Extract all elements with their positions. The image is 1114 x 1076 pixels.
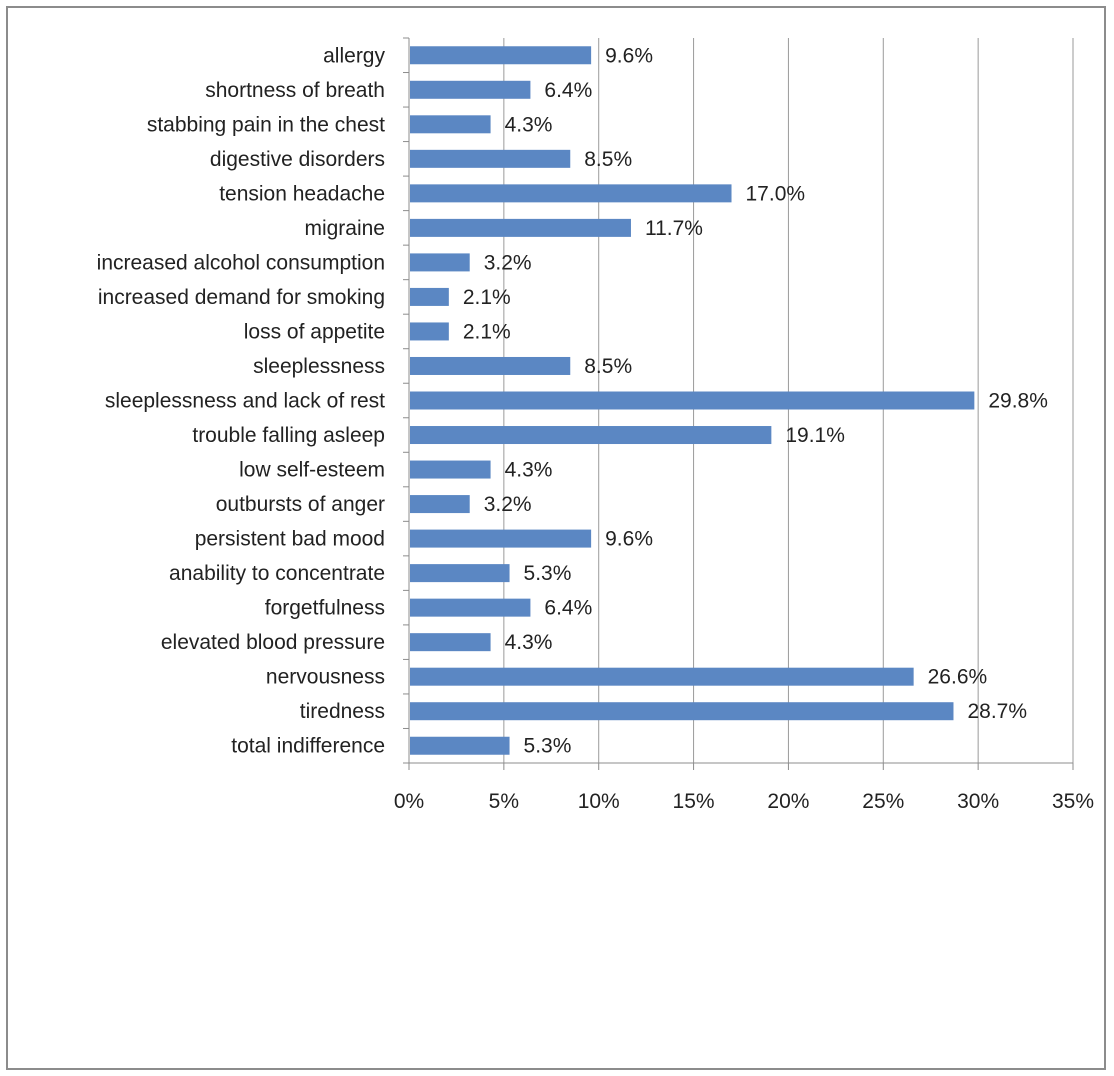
category-label: tension headache — [219, 182, 385, 205]
chart-frame: 0% 5% 10% 15% 20% 25% 30% 35% allergy 9.6% shortne… — [6, 6, 1106, 1070]
x-tick-label: 20% — [767, 790, 809, 813]
value-label: 8.5% — [584, 355, 632, 378]
value-label: 5.3% — [524, 562, 572, 585]
value-label: 6.4% — [544, 597, 592, 620]
category-label: low self-esteem — [239, 459, 385, 482]
category-label: total indifference — [231, 735, 385, 758]
bar — [410, 426, 772, 445]
value-label: 4.3% — [505, 113, 553, 136]
category-label: allergy — [323, 44, 385, 67]
bar — [410, 115, 491, 134]
category-label: stabbing pain in the chest — [147, 113, 385, 136]
bar — [410, 46, 592, 65]
value-label: 17.0% — [746, 182, 806, 205]
category-label: tiredness — [300, 700, 385, 723]
bar-chart: 0% 5% 10% 15% 20% 25% 30% 35% allergy 9.6% shortne… — [97, 37, 1094, 813]
x-tick-label: 30% — [957, 790, 999, 813]
bar — [410, 218, 631, 237]
bar — [410, 633, 491, 652]
category-label: loss of appetite — [244, 320, 385, 343]
bar — [410, 287, 449, 306]
x-tick-label: 5% — [489, 790, 519, 813]
labels: 0% 5% 10% 15% 20% 25% 30% 35% allergy 9.6% shortne… — [97, 44, 1094, 813]
bars — [410, 46, 975, 755]
value-label: 4.3% — [505, 631, 553, 654]
category-label: migraine — [304, 217, 385, 240]
value-label: 9.6% — [605, 528, 653, 551]
category-label: increased alcohol consumption — [97, 251, 385, 274]
bar — [410, 80, 531, 99]
category-label: shortness of breath — [205, 79, 385, 102]
category-label: persistent bad mood — [195, 528, 385, 551]
value-label: 19.1% — [785, 424, 845, 447]
value-label: 3.2% — [484, 251, 532, 274]
bar — [410, 564, 510, 583]
value-label: 3.2% — [484, 493, 532, 516]
x-tick-label: 15% — [673, 790, 715, 813]
value-label: 8.5% — [584, 148, 632, 171]
bar — [410, 356, 571, 375]
bar — [410, 253, 470, 272]
category-label: trouble falling asleep — [192, 424, 385, 447]
bar — [410, 529, 592, 548]
category-label: nervousness — [266, 666, 385, 689]
bar — [410, 322, 449, 341]
value-label: 2.1% — [463, 320, 511, 343]
bar — [410, 184, 732, 203]
value-label: 5.3% — [524, 735, 572, 758]
category-label: anability to concentrate — [169, 562, 385, 585]
value-label: 29.8% — [988, 390, 1048, 413]
bar — [410, 598, 531, 617]
category-label: outbursts of anger — [216, 493, 385, 516]
value-label: 11.7% — [645, 217, 703, 240]
bar — [410, 702, 954, 721]
bar — [410, 667, 914, 686]
value-label: 28.7% — [967, 700, 1027, 723]
category-label: forgetfulness — [265, 597, 385, 620]
x-tick-label: 35% — [1052, 790, 1094, 813]
value-label: 4.3% — [505, 459, 553, 482]
category-label: digestive disorders — [210, 148, 385, 171]
x-tick-label: 10% — [578, 790, 620, 813]
x-tick-label: 25% — [862, 790, 904, 813]
value-label: 26.6% — [928, 666, 988, 689]
value-label: 9.6% — [605, 44, 653, 67]
bar — [410, 736, 510, 755]
x-tick-label: 0% — [394, 790, 424, 813]
axes — [403, 37, 1074, 770]
category-label: increased demand for smoking — [98, 286, 385, 309]
bar — [410, 460, 491, 479]
category-label: sleeplessness and lack of rest — [105, 390, 385, 413]
category-label: elevated blood pressure — [161, 631, 385, 654]
value-label: 2.1% — [463, 286, 511, 309]
value-label: 6.4% — [544, 79, 592, 102]
bar — [410, 149, 571, 168]
bar — [410, 391, 975, 410]
bar — [410, 495, 470, 514]
category-label: sleeplessness — [253, 355, 385, 378]
